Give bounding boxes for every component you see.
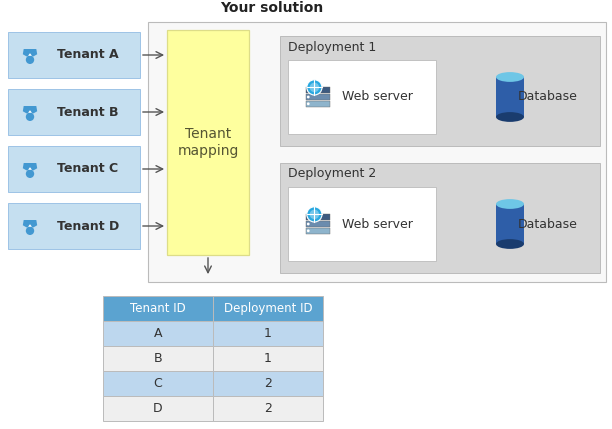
Polygon shape: [23, 49, 37, 57]
Ellipse shape: [496, 72, 524, 82]
Circle shape: [307, 207, 322, 222]
Text: Tenant B: Tenant B: [58, 106, 119, 118]
Bar: [8, 146, 140, 192]
Text: 2: 2: [264, 402, 272, 415]
Circle shape: [26, 56, 34, 64]
Text: Tenant
mapping: Tenant mapping: [177, 127, 239, 157]
Bar: [306, 94, 330, 100]
Circle shape: [307, 223, 310, 225]
Circle shape: [307, 80, 322, 95]
Text: Deployment 2: Deployment 2: [288, 167, 376, 181]
Text: Tenant D: Tenant D: [57, 220, 119, 233]
Text: Database: Database: [518, 91, 578, 103]
Circle shape: [307, 216, 310, 219]
Bar: [8, 32, 140, 78]
Circle shape: [26, 169, 34, 178]
Text: Web server: Web server: [341, 91, 412, 103]
Bar: [288, 60, 436, 134]
Bar: [103, 396, 213, 421]
Bar: [306, 228, 330, 234]
Bar: [306, 221, 330, 227]
Circle shape: [26, 227, 34, 235]
Circle shape: [307, 230, 310, 232]
Bar: [213, 296, 323, 321]
Text: Your solution: Your solution: [220, 1, 323, 15]
Bar: [8, 203, 140, 249]
Circle shape: [310, 210, 319, 219]
Text: A: A: [154, 327, 162, 340]
Bar: [288, 187, 436, 261]
Bar: [103, 371, 213, 396]
Bar: [280, 163, 600, 273]
Text: 1: 1: [264, 327, 272, 340]
Text: Tenant A: Tenant A: [57, 48, 119, 61]
Polygon shape: [23, 106, 37, 114]
Circle shape: [307, 103, 310, 105]
Circle shape: [26, 112, 34, 121]
Text: D: D: [153, 402, 163, 415]
Bar: [213, 346, 323, 371]
Bar: [496, 204, 524, 244]
Text: Tenant C: Tenant C: [58, 163, 119, 175]
Text: Deployment 1: Deployment 1: [288, 40, 376, 54]
Bar: [213, 321, 323, 346]
Bar: [167, 30, 249, 255]
Text: Database: Database: [518, 218, 578, 230]
Text: 2: 2: [264, 377, 272, 390]
Bar: [280, 36, 600, 146]
Bar: [306, 88, 330, 93]
Bar: [103, 296, 213, 321]
Text: C: C: [154, 377, 162, 390]
Bar: [213, 396, 323, 421]
Ellipse shape: [496, 239, 524, 249]
Circle shape: [307, 96, 310, 98]
Text: B: B: [154, 352, 162, 365]
Bar: [8, 89, 140, 135]
Bar: [103, 321, 213, 346]
Ellipse shape: [496, 199, 524, 209]
Text: Web server: Web server: [341, 218, 412, 230]
Text: Tenant ID: Tenant ID: [130, 302, 186, 315]
Polygon shape: [28, 224, 32, 227]
Circle shape: [307, 89, 310, 92]
Polygon shape: [23, 163, 37, 170]
Bar: [213, 371, 323, 396]
Bar: [148, 22, 606, 282]
Circle shape: [310, 83, 319, 92]
Bar: [496, 77, 524, 117]
Polygon shape: [28, 53, 32, 56]
Bar: [103, 346, 213, 371]
Bar: [306, 214, 330, 220]
Text: 1: 1: [264, 352, 272, 365]
Polygon shape: [28, 110, 32, 113]
Polygon shape: [28, 167, 32, 170]
Ellipse shape: [496, 112, 524, 122]
Text: Deployment ID: Deployment ID: [224, 302, 312, 315]
Polygon shape: [23, 220, 37, 227]
Bar: [306, 101, 330, 106]
